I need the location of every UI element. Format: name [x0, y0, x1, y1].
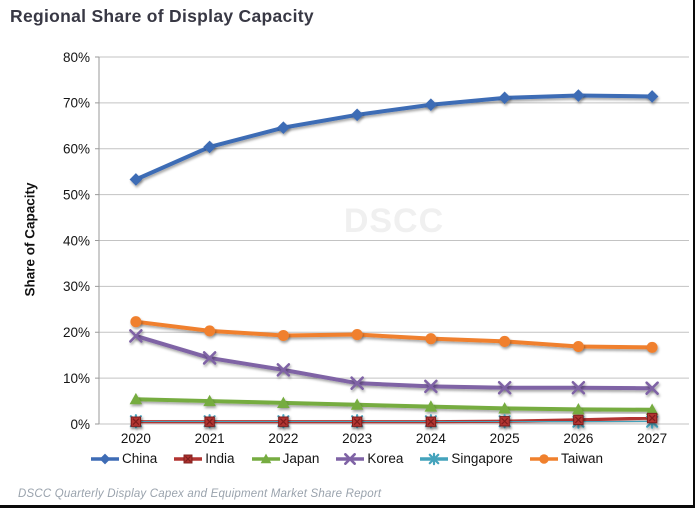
- data-point-taiwan-2026: [572, 340, 584, 352]
- data-point-taiwan-2027: [646, 341, 658, 353]
- data-point-japan-2025: [498, 402, 511, 414]
- data-point-china-2027: [645, 90, 659, 103]
- x-tick-label: 2025: [490, 431, 520, 446]
- data-point-china-2023: [350, 108, 364, 122]
- series-line-korea: [133, 333, 655, 391]
- chart-title: Regional Share of Display Capacity: [10, 6, 314, 26]
- legend-label: Korea: [367, 451, 404, 466]
- x-tick-label: 2021: [195, 431, 225, 446]
- y-tick-label: 80%: [63, 50, 90, 65]
- x-tick-label: 2024: [416, 431, 447, 446]
- data-point-taiwan-2022: [277, 329, 289, 341]
- data-point-china-2024: [424, 98, 438, 112]
- data-point-japan-2022: [277, 396, 290, 408]
- data-point-taiwan-2021: [204, 325, 216, 337]
- series-markers-japan: [129, 392, 659, 415]
- data-point-india-2026: [573, 414, 584, 426]
- data-point-china-2026: [572, 89, 585, 102]
- series-line-taiwan: [133, 319, 655, 350]
- data-point-korea-2021: [202, 351, 217, 365]
- series-markers-taiwan: [130, 316, 658, 353]
- y-tick-label: 40%: [63, 233, 90, 248]
- data-point-korea-2020: [129, 329, 143, 343]
- x-tick-label: 2020: [121, 431, 151, 446]
- series-markers-korea: [129, 329, 659, 396]
- legend-marker-singapore: [420, 452, 449, 465]
- data-point-japan-2024: [424, 400, 438, 412]
- legend-item-korea: Korea: [335, 451, 403, 466]
- x-tick-label: 2026: [563, 431, 593, 446]
- x-tick-label: 2023: [342, 431, 372, 446]
- data-point-india-2027: [646, 412, 658, 424]
- legend-item-japan: Japan: [251, 451, 320, 466]
- x-tick-label: 2027: [637, 431, 667, 446]
- legend-label: India: [205, 451, 235, 466]
- data-point-japan-2026: [572, 403, 585, 415]
- data-point-india-2024: [425, 416, 437, 427]
- legend: China India Japan Korea Singapore Taiwan: [0, 451, 693, 466]
- legend-label: Singapore: [451, 451, 513, 466]
- legend-item-china: China: [90, 451, 157, 466]
- data-point-india-2021: [204, 416, 215, 427]
- data-point-india-2023: [351, 416, 363, 427]
- data-point-taiwan-2025: [499, 335, 511, 347]
- legend-item-taiwan: Taiwan: [529, 451, 603, 466]
- data-point-japan-2020: [129, 392, 143, 405]
- data-point-korea-2024: [424, 379, 438, 394]
- legend-marker-korea: [336, 452, 365, 465]
- series-markers-china: [129, 89, 659, 186]
- data-point-india-2022: [278, 416, 289, 427]
- x-tick-label: 2022: [268, 431, 298, 446]
- y-tick-label: 50%: [63, 187, 90, 202]
- data-point-japan-2023: [350, 398, 364, 410]
- legend-marker-japan: [251, 453, 280, 463]
- source-caption: DSCC Quarterly Display Capex and Equipme…: [18, 488, 382, 500]
- y-tick-label: 0%: [70, 417, 90, 432]
- legend-marker-india: [174, 454, 203, 463]
- data-point-china-2022: [277, 121, 290, 134]
- data-point-china-2021: [203, 140, 216, 154]
- data-point-taiwan-2024: [425, 333, 437, 345]
- y-tick-label: 30%: [63, 279, 90, 294]
- data-point-china-2020: [129, 173, 143, 186]
- legend-label: Japan: [282, 451, 320, 466]
- series-line-china: [133, 93, 655, 182]
- y-tick-label: 20%: [63, 325, 90, 340]
- legend-item-singapore: Singapore: [419, 451, 513, 466]
- y-tick-label: 70%: [63, 96, 90, 111]
- y-tick-label: 10%: [63, 371, 90, 386]
- data-point-taiwan-2023: [351, 329, 363, 341]
- data-point-korea-2027: [645, 381, 659, 396]
- data-point-japan-2027: [645, 403, 659, 415]
- data-point-india-2020: [130, 416, 142, 427]
- legend-item-india: India: [173, 451, 235, 466]
- data-point-china-2025: [498, 91, 511, 105]
- data-point-korea-2022: [276, 363, 291, 377]
- legend-marker-taiwan: [529, 453, 558, 464]
- series-line-japan: [133, 397, 655, 412]
- data-point-korea-2026: [571, 380, 586, 395]
- data-point-korea-2025: [497, 380, 512, 395]
- data-point-japan-2021: [203, 394, 216, 407]
- legend-label: Taiwan: [560, 451, 603, 466]
- data-point-india-2025: [499, 416, 510, 427]
- legend-marker-china: [91, 453, 119, 464]
- data-point-taiwan-2020: [130, 316, 142, 328]
- data-point-korea-2023: [350, 376, 364, 390]
- legend-label: China: [122, 451, 158, 466]
- series-markers-india: [130, 412, 658, 427]
- y-tick-label: 60%: [63, 142, 90, 157]
